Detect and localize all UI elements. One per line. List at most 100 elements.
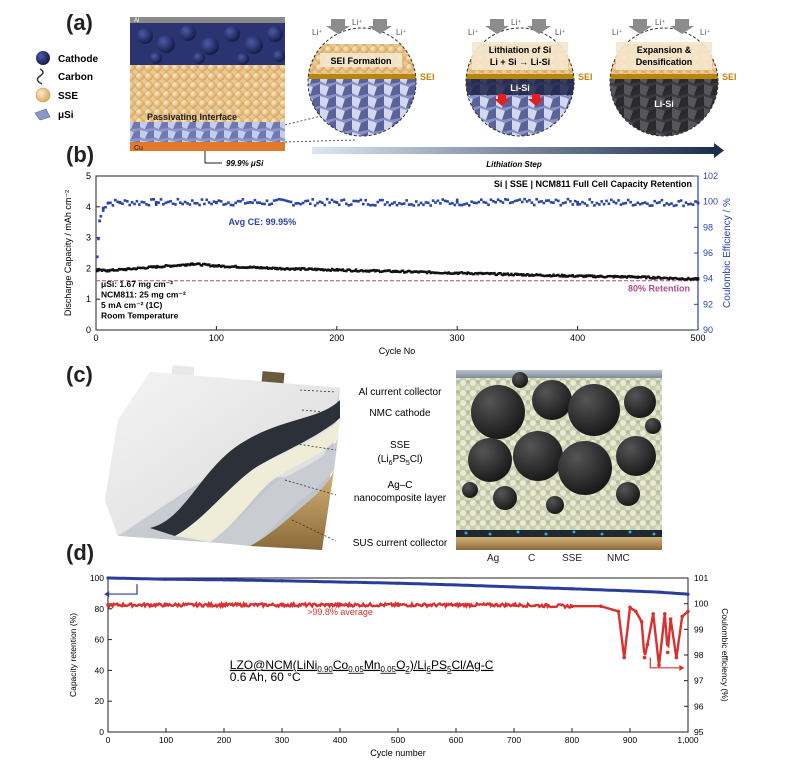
ce-marker-b: [607, 202, 611, 206]
capacity-marker-b: [599, 274, 602, 277]
ce-marker-b: [600, 200, 603, 203]
ce-point-b-1: [98, 219, 102, 223]
ce-marker-b: [376, 200, 380, 204]
ce-marker-b: [658, 201, 661, 204]
capacity-marker-b: [206, 263, 210, 267]
capacity-marker-b: [299, 268, 302, 271]
capacity-marker-b: [300, 266, 304, 270]
capacity-marker-b: [449, 272, 453, 275]
capacity-marker-b: [350, 270, 353, 273]
ce-marker-b: [595, 201, 599, 205]
label-sse-formula: (Li6PS5Cl): [377, 454, 422, 467]
capacity-marker-b: [179, 264, 182, 267]
cell-bottom-label: Cu: [134, 145, 143, 152]
capacity-marker-b: [499, 272, 502, 275]
chart-b-xtick-label-1: 100: [209, 333, 224, 343]
capacity-marker-b: [209, 265, 212, 268]
capacity-marker-b: [286, 267, 289, 270]
capacity-marker-b: [369, 269, 372, 272]
capacity-marker-b: [142, 266, 146, 270]
ce-marker-b: [520, 200, 524, 204]
capacity-marker-b: [541, 274, 544, 277]
capacity-point-b-14: [696, 277, 700, 281]
capacity-marker-b: [310, 267, 313, 270]
ce-marker-b: [294, 202, 298, 205]
ce-marker-b: [532, 203, 536, 207]
capacity-marker-b: [317, 268, 320, 271]
capacity-marker-b: [254, 266, 258, 270]
ce-marker-b: [694, 200, 697, 203]
capacity-marker-b: [613, 274, 617, 278]
ce-point-b-9: [576, 200, 579, 204]
capacity-marker-b: [536, 273, 540, 277]
ce-marker-b: [629, 200, 632, 204]
ce-marker-b: [648, 204, 652, 208]
capacity-marker-b: [492, 272, 495, 275]
capacity-marker-b: [102, 268, 105, 271]
panel-label-d: (d): [66, 540, 95, 565]
capacity-marker-b: [539, 273, 542, 276]
li-plus-1c: Li⁺: [396, 28, 406, 37]
capacity-marker-b: [546, 274, 549, 277]
chart-d-capacity-retention: 0 100 200 300 400 500 600 700 800 900 1,0000204060…: [68, 573, 730, 758]
ce-marker-b: [176, 197, 180, 201]
capacity-marker-b: [498, 272, 501, 275]
capacity-marker-b: [598, 275, 601, 278]
capacity-marker-b: [502, 272, 506, 275]
ce-marker-b: [251, 201, 254, 205]
ce-marker-b: [537, 200, 541, 204]
chart-d-y2tick-label-6: 101: [694, 573, 708, 583]
ce-marker-b: [268, 203, 271, 206]
capacity-marker-b: [581, 274, 584, 278]
capacity-marker-b: [475, 272, 478, 275]
capacity-marker-b: [472, 272, 476, 276]
ce-marker-b: [624, 201, 628, 205]
cross-section-box: [456, 370, 662, 550]
ce-marker-b: [361, 202, 365, 206]
ce-marker-b: [316, 201, 319, 205]
capacity-marker-b: [669, 276, 672, 279]
ce-marker-b: [333, 200, 336, 204]
capacity-marker-b: [659, 277, 662, 280]
capacity-marker-b: [445, 271, 448, 275]
capacity-marker-b: [140, 266, 143, 270]
capacity-marker-b: [199, 263, 202, 267]
capacity-marker-b: [468, 272, 471, 275]
ce-marker-b: [679, 199, 683, 202]
chart-b-y2label: Coulombic Efficiency / %: [722, 198, 733, 308]
ce-marker-b: [205, 198, 209, 202]
ce-marker-b: [383, 203, 387, 206]
ce-marker-b: [147, 203, 151, 207]
cell-label-part-8: )/Li: [410, 658, 427, 672]
label-sus-collector: SUS current collector: [353, 538, 448, 549]
ce-marker-b: [564, 201, 567, 204]
capacity-marker-b: [260, 267, 264, 270]
capacity-marker-b: [378, 270, 382, 274]
ce-point-b-5: [154, 200, 158, 204]
ce-marker-b: [590, 200, 594, 204]
capacity-marker-b: [204, 263, 207, 266]
capacity-marker-b: [666, 277, 670, 280]
ce-marker-b: [398, 201, 401, 205]
chart-d-frame: [107, 577, 689, 733]
capacity-marker-b: [352, 269, 355, 273]
ce-marker-b: [684, 201, 688, 204]
ce-marker-b: [133, 202, 136, 206]
capacity-marker-b: [440, 272, 443, 275]
capacity-marker-b: [370, 269, 373, 272]
capacity-marker-b: [98, 268, 101, 272]
ce-marker-b: [547, 199, 551, 202]
ce-marker-b: [357, 199, 360, 203]
ce-marker-b: [212, 200, 216, 203]
legend-sse-c: SSE: [562, 553, 583, 564]
chart-d-y2tick-label-4: 99: [694, 624, 704, 634]
capacity-marker-b: [157, 265, 160, 269]
capacity-marker-b: [316, 267, 319, 271]
ce-marker-b: [152, 197, 156, 201]
capacity-marker-b: [421, 270, 424, 273]
ce-marker-b: [215, 201, 218, 205]
capacity-marker-b: [593, 274, 596, 278]
ce-marker-b: [429, 204, 433, 207]
capacity-marker-b: [640, 276, 643, 279]
chart-d-cell-conditions: 0.6 Ah, 60 °C: [230, 670, 301, 684]
